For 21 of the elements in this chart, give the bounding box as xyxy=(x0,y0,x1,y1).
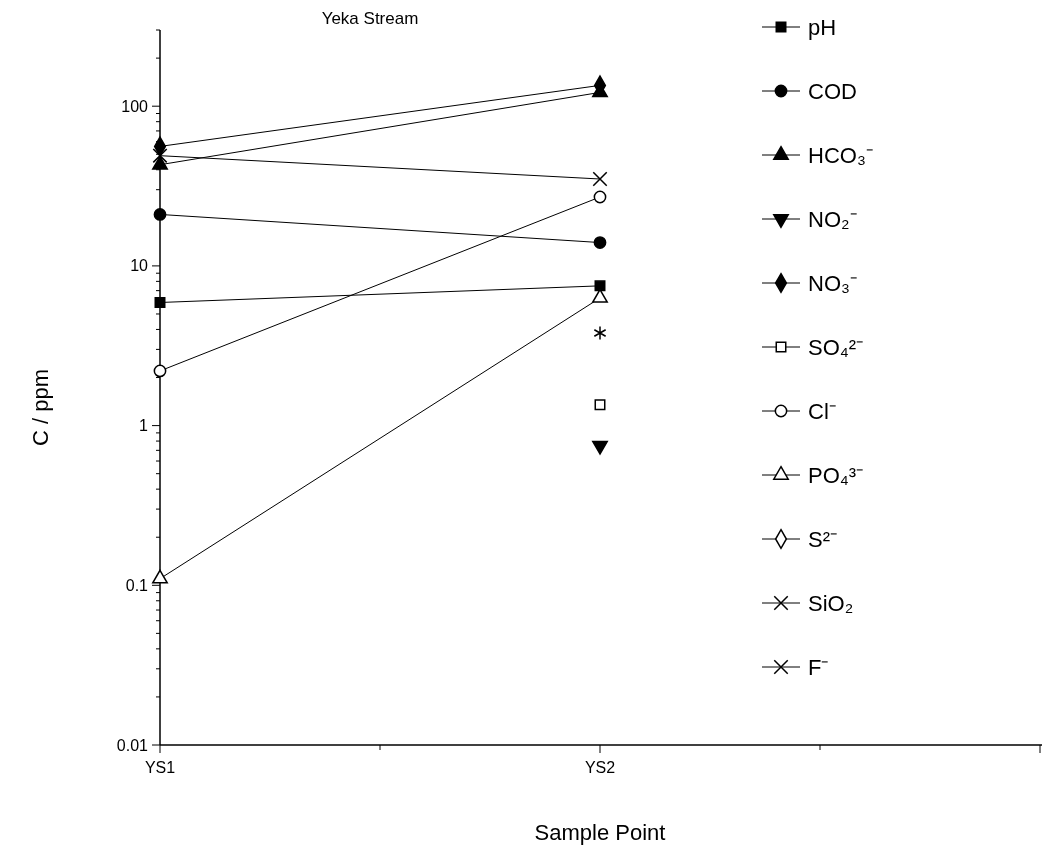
legend-label: COD xyxy=(808,78,857,104)
legend-label: SiO₂ xyxy=(808,590,854,616)
y-tick-label: 10 xyxy=(130,257,149,275)
y-tick-label: 1 xyxy=(139,417,149,435)
legend-label: S²⁻ xyxy=(808,526,837,552)
legend-label: HCO₃⁻ xyxy=(808,142,873,168)
x-tick-label: YS2 xyxy=(584,759,616,776)
legend-label: pH xyxy=(808,14,837,40)
legend-label: F⁻ xyxy=(808,654,829,680)
chart-title: Yeka Stream xyxy=(321,9,419,28)
y-tick-label: 100 xyxy=(121,97,149,115)
x-axis-title: Sample Point xyxy=(534,820,666,845)
x-tick-label: YS1 xyxy=(144,759,176,776)
y-tick-label: 0.1 xyxy=(125,576,149,594)
legend-label: NO₂⁻ xyxy=(808,206,857,232)
legend-label: PO₄³⁻ xyxy=(808,462,864,488)
y-tick-label: 0.01 xyxy=(116,736,149,754)
y-axis-title: C / ppm xyxy=(28,368,53,447)
legend-label: NO₃⁻ xyxy=(808,270,857,296)
legend-label: SO₄²⁻ xyxy=(808,334,864,360)
legend-label: Cl⁻ xyxy=(808,398,836,424)
